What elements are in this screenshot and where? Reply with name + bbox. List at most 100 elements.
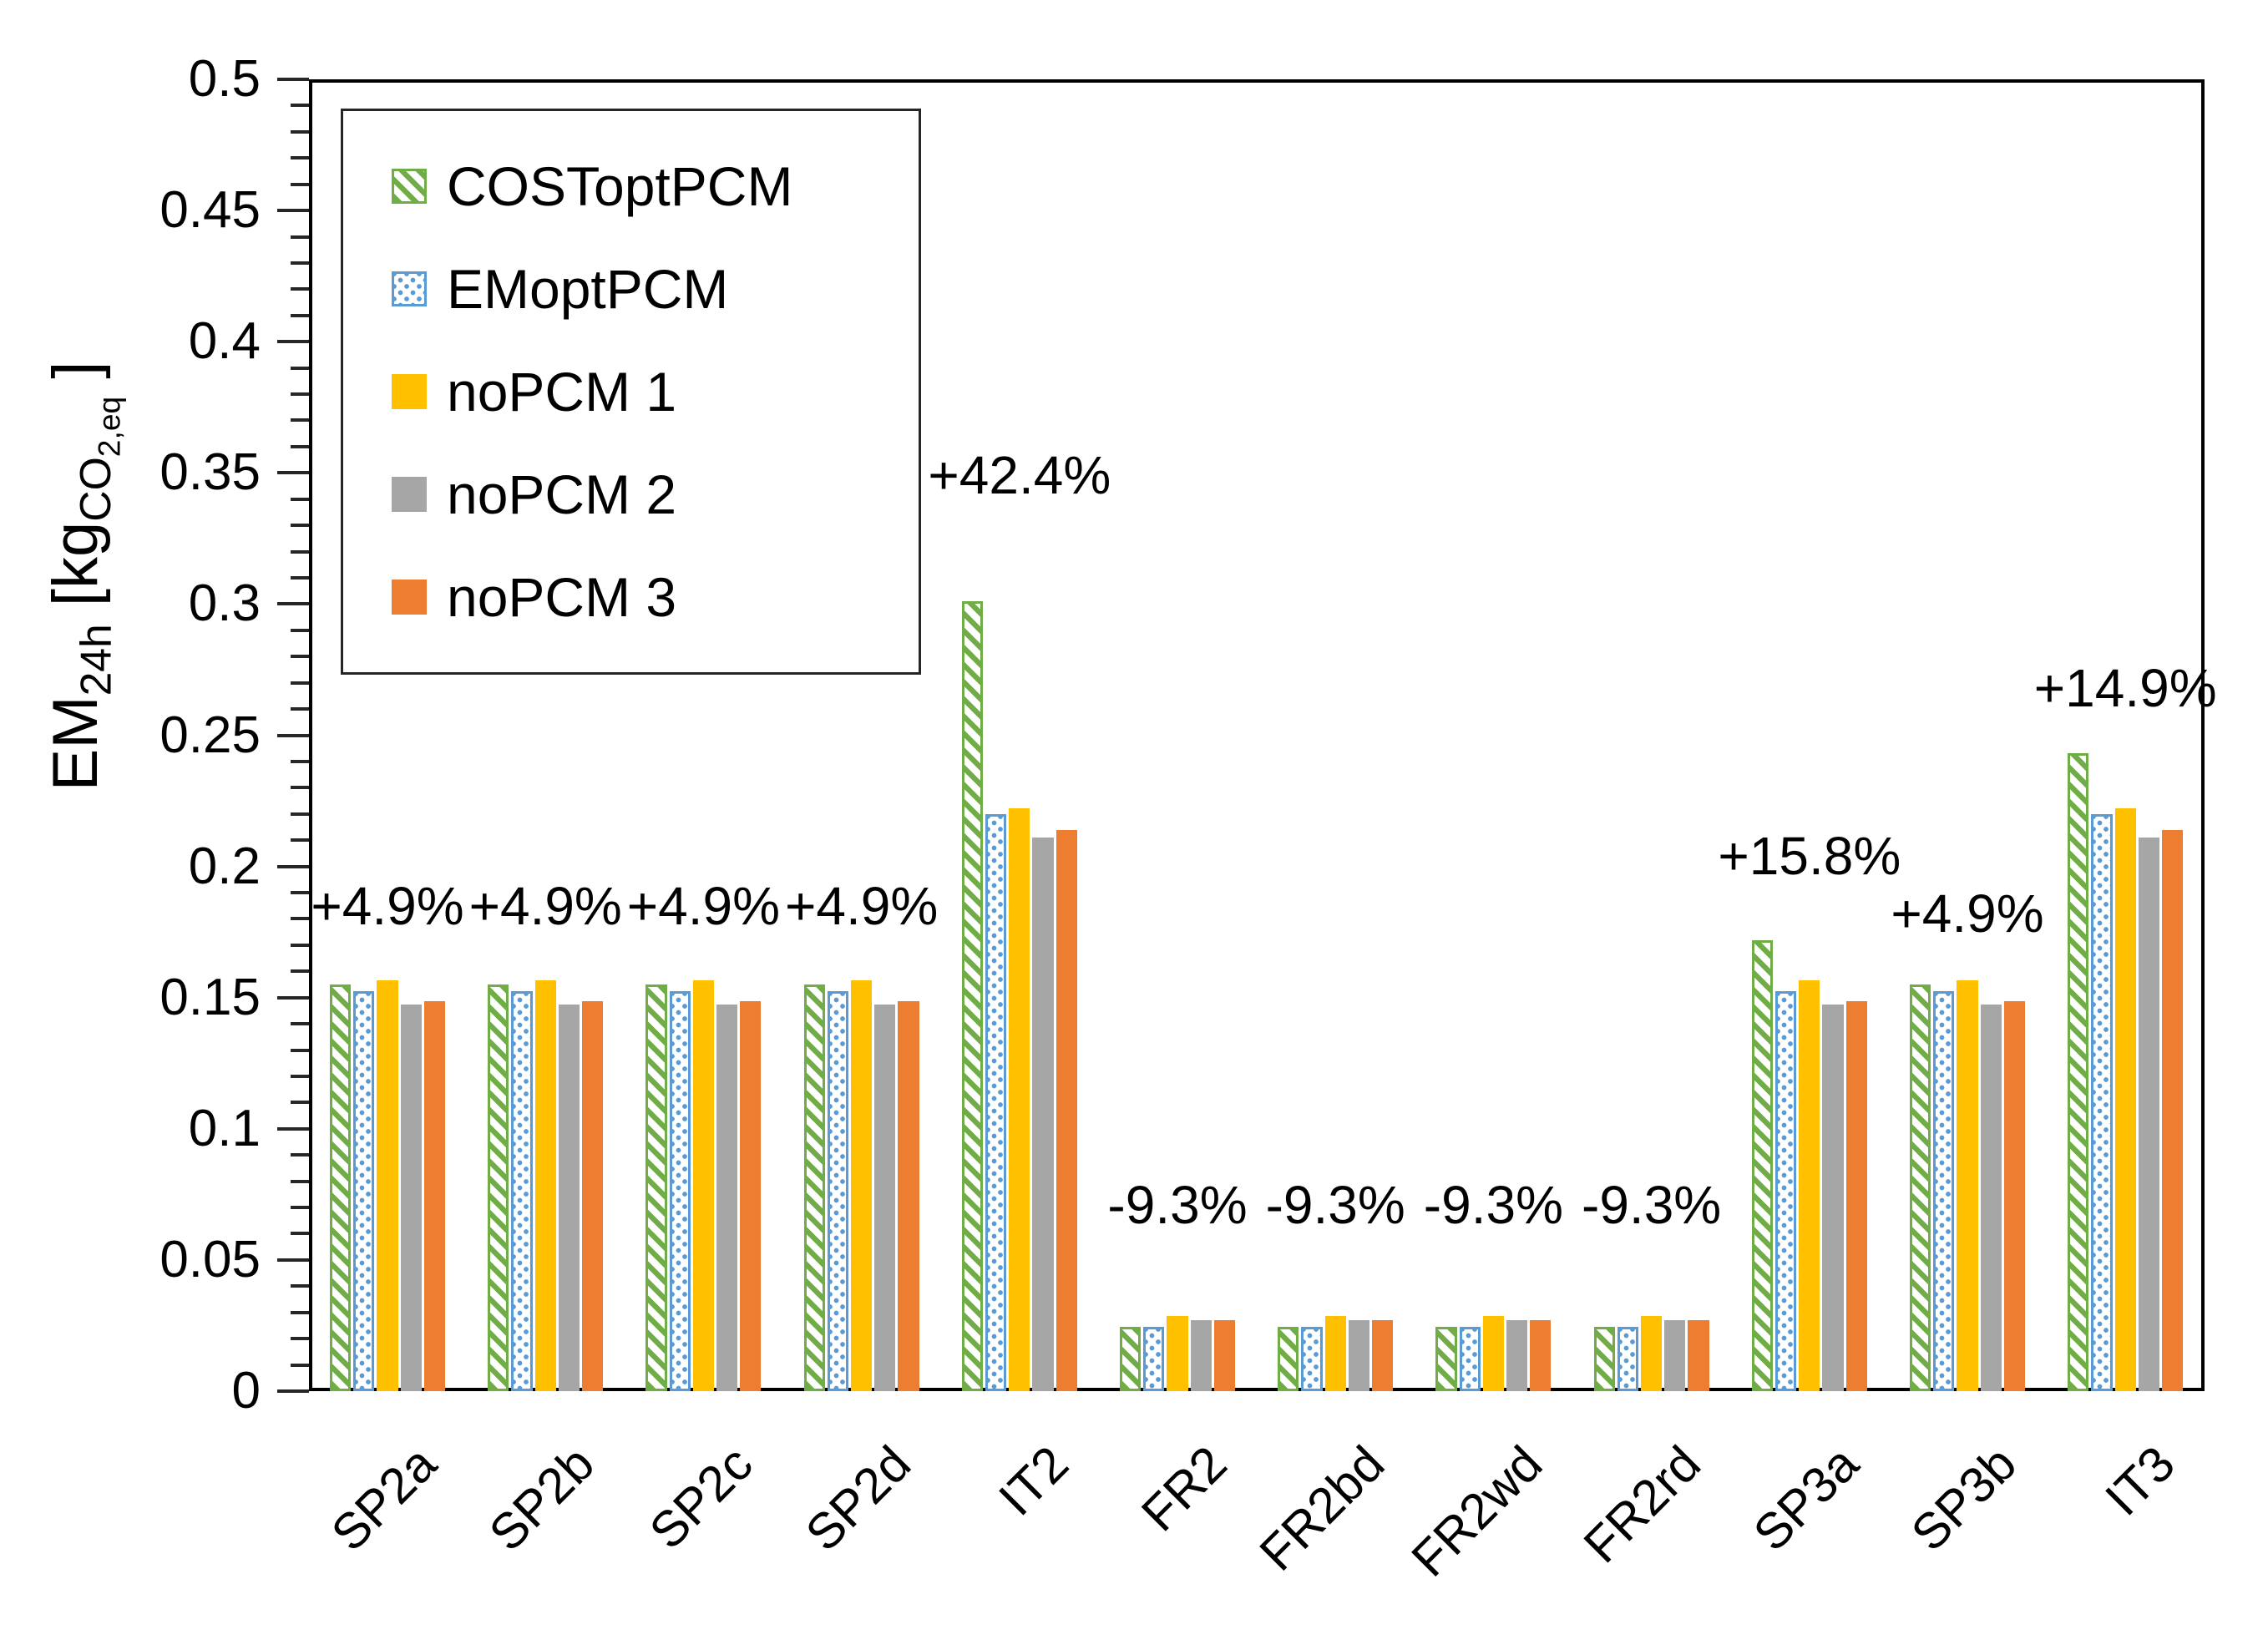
bar-nopcm-3-sp3a (1845, 1001, 1867, 1391)
bar-costoptpcm-sp2b (488, 984, 509, 1391)
bar-costoptpcm-sp2a (330, 984, 352, 1391)
y-axis-tick-label-0.15: 0.15 (159, 968, 261, 1026)
bar-nopcm-2-sp2c (716, 1004, 738, 1391)
annotation-sp2a: +4.9% (311, 875, 464, 936)
y-axis-minor-tick-28 (291, 655, 309, 659)
y-axis-minor-tick-29 (291, 628, 309, 632)
annotation-fr2rd: -9.3% (1582, 1174, 1722, 1235)
bar-emoptpcm-sp2c (669, 990, 691, 1391)
y-axis-minor-tick-13 (291, 1048, 309, 1052)
bar-nopcm-1-it2 (1009, 808, 1030, 1391)
bar-nopcm-3-sp2c (740, 1001, 762, 1391)
x-axis-label-sp2b: SP2b (478, 1435, 605, 1562)
bar-nopcm-3-fr2 (1213, 1320, 1235, 1391)
bar-nopcm-2-fr2wd (1506, 1320, 1528, 1391)
y-axis-major-tick-40 (277, 340, 309, 344)
bar-nopcm-2-sp3b (1980, 1004, 2002, 1391)
bar-costoptpcm-fr2wd (1435, 1327, 1457, 1391)
bar-costoptpcm-fr2 (1120, 1327, 1142, 1391)
y-axis-minor-tick-36 (291, 444, 309, 448)
bar-nopcm-2-it2 (1032, 838, 1054, 1391)
bar-nopcm-3-sp2a (423, 1001, 445, 1391)
bar-costoptpcm-it2 (961, 601, 983, 1391)
bar-emoptpcm-it3 (2091, 813, 2113, 1391)
bar-costoptpcm-fr2bd (1278, 1327, 1299, 1391)
bar-costoptpcm-sp3b (1910, 984, 1931, 1391)
y-axis-minor-tick-31 (291, 575, 309, 580)
bar-nopcm-3-sp2b (582, 1001, 604, 1391)
y-axis-title-sub: 24h (71, 624, 120, 696)
legend-label-nopcm-1: noPCM 1 (447, 360, 677, 423)
bar-nopcm-2-fr2rd (1664, 1320, 1686, 1391)
y-axis-major-tick-35 (277, 471, 309, 475)
bar-nopcm-3-it3 (2162, 829, 2184, 1391)
legend-item-nopcm-1: noPCM 1 (392, 364, 919, 419)
legend-item-emoptpcm: EMoptPCM (392, 261, 919, 316)
x-axis-label-fr2: FR2 (1130, 1435, 1238, 1542)
y-axis-major-tick-50 (277, 78, 309, 81)
bar-nopcm-1-fr2bd (1324, 1316, 1346, 1391)
y-axis-minor-tick-4 (291, 1284, 309, 1288)
bar-nopcm-1-fr2wd (1482, 1316, 1504, 1391)
bar-nopcm-1-sp3a (1799, 980, 1820, 1391)
y-axis-minor-tick-21 (291, 838, 309, 843)
annotation-sp3b: +4.9% (1891, 883, 2044, 944)
bar-nopcm-2-fr2bd (1348, 1320, 1369, 1391)
bar-nopcm-3-fr2wd (1530, 1320, 1552, 1391)
y-axis-minor-tick-6 (291, 1232, 309, 1236)
x-axis-label-fr2bd: FR2bd (1248, 1435, 1395, 1582)
annotation-sp2d: +4.9% (784, 875, 939, 936)
bar-nopcm-1-sp2d (851, 980, 873, 1391)
y-axis-minor-tick-7 (291, 1206, 309, 1210)
y-axis-minor-tick-42 (291, 287, 309, 291)
bar-nopcm-2-sp2d (874, 1004, 896, 1391)
bar-emoptpcm-fr2 (1143, 1327, 1165, 1391)
bar-emoptpcm-fr2bd (1301, 1327, 1323, 1391)
legend-label-emoptpcm: EMoptPCM (447, 257, 729, 320)
annotation-it2: +42.4% (928, 445, 1111, 506)
y-axis-minor-tick-34 (291, 497, 309, 501)
y-axis-minor-tick-18 (291, 917, 309, 921)
bar-nopcm-1-fr2rd (1641, 1316, 1663, 1391)
y-axis-minor-tick-32 (291, 549, 309, 554)
legend-item-nopcm-2: noPCM 2 (392, 467, 919, 522)
y-axis-major-tick-20 (277, 864, 309, 868)
annotation-fr2bd: -9.3% (1265, 1174, 1405, 1235)
y-axis-minor-tick-22 (291, 812, 309, 816)
y-axis-tick-label-0.2: 0.2 (188, 837, 261, 895)
y-axis-tick-label-0.45: 0.45 (159, 181, 261, 240)
x-axis-label-fr2rd: FR2rd (1572, 1435, 1711, 1574)
x-axis-label-sp2c: SP2c (638, 1435, 763, 1560)
bar-nopcm-3-fr2bd (1372, 1320, 1394, 1391)
legend-swatch-nopcm-2-icon (392, 477, 427, 513)
y-axis-minor-tick-44 (291, 235, 309, 239)
bar-nopcm-2-it3 (2138, 838, 2159, 1391)
bar-costoptpcm-it3 (2068, 753, 2089, 1391)
bar-emoptpcm-sp2a (353, 990, 375, 1391)
y-axis-tick-label-0.05: 0.05 (159, 1230, 261, 1288)
y-axis-tick-label-0: 0 (231, 1362, 261, 1420)
y-axis-minor-tick-41 (291, 313, 309, 317)
y-axis-minor-tick-27 (291, 681, 309, 685)
legend-box: COSToptPCM EMoptPCM noPCM 1 noPCM 2 noPCM 3 (341, 109, 921, 675)
x-axis-label-it3: IT3 (2093, 1435, 2185, 1526)
annotation-sp3a: +15.8% (1718, 826, 1901, 887)
bar-nopcm-1-it3 (2114, 808, 2136, 1391)
y-axis-minor-tick-46 (291, 182, 309, 186)
bar-emoptpcm-sp2d (827, 990, 848, 1391)
y-axis-minor-tick-11 (291, 1101, 309, 1105)
bar-costoptpcm-sp3a (1751, 939, 1773, 1391)
bar-nopcm-1-sp3b (1957, 980, 1978, 1391)
bar-nopcm-1-sp2b (534, 980, 556, 1391)
bar-emoptpcm-it2 (985, 813, 1007, 1391)
y-axis-minor-tick-8 (291, 1179, 309, 1183)
y-axis-minor-tick-19 (291, 891, 309, 895)
annotation-fr2: -9.3% (1107, 1174, 1248, 1235)
y-axis-tick-label-0.35: 0.35 (159, 443, 261, 502)
legend-swatch-nopcm-3-icon (392, 580, 427, 615)
bar-emoptpcm-sp2b (511, 990, 533, 1391)
annotation-sp2b: +4.9% (468, 875, 622, 936)
y-axis-minor-tick-39 (291, 366, 309, 370)
y-axis-minor-tick-47 (291, 156, 309, 160)
bar-emoptpcm-sp3a (1775, 990, 1797, 1391)
